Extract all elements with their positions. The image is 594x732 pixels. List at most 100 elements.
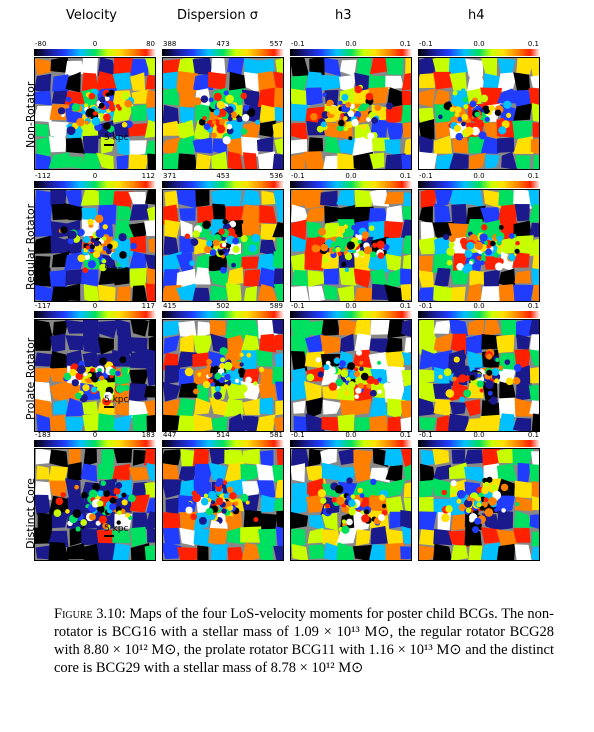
central-bin xyxy=(202,115,207,121)
voronoi-bin xyxy=(291,285,310,301)
voronoi-bin xyxy=(336,190,355,207)
colorbar-tick-label: 581 xyxy=(269,431,283,439)
voronoi-bin xyxy=(352,206,374,225)
voronoi-bin xyxy=(339,74,358,93)
voronoi-bin xyxy=(194,267,211,285)
central-bin xyxy=(323,364,330,371)
colorbar-tick-label: 0.1 xyxy=(527,431,539,439)
colorbar xyxy=(290,311,412,318)
voronoi-bin xyxy=(385,351,405,371)
voronoi-bin xyxy=(50,190,67,208)
panel-distinct-core-h3: -0.1 0.0 0.1 xyxy=(290,431,412,561)
moment-map xyxy=(290,319,412,432)
central-bin xyxy=(310,113,318,121)
voronoi-bin xyxy=(128,400,149,419)
central-bin xyxy=(357,250,365,257)
voronoi-bin xyxy=(208,462,227,481)
voronoi-bin xyxy=(304,333,324,355)
central-bin xyxy=(102,259,107,264)
central-bin xyxy=(232,237,240,245)
panel-distinct-core-h4: -0.1 0.0 0.1 xyxy=(418,431,540,561)
central-bin xyxy=(373,512,379,518)
voronoi-bin xyxy=(241,219,262,238)
voronoi-bin xyxy=(224,398,244,418)
colorbar-tick-label: 112 xyxy=(141,172,155,180)
voronoi-bin xyxy=(451,203,468,225)
central-bin xyxy=(99,375,105,381)
voronoi-bin xyxy=(338,449,356,465)
central-bin xyxy=(335,236,344,245)
central-bin xyxy=(238,367,246,376)
central-bin xyxy=(385,102,394,110)
voronoi-bin xyxy=(531,481,539,499)
central-bin xyxy=(462,96,469,103)
colorbar-tick-label: 0.1 xyxy=(399,431,411,439)
voronoi-bin xyxy=(419,479,435,498)
central-bin xyxy=(325,503,330,509)
central-bin xyxy=(80,519,88,526)
colorbar xyxy=(34,49,156,56)
central-bin xyxy=(109,368,117,376)
central-bin xyxy=(474,241,484,251)
voronoi-bin xyxy=(353,151,373,169)
central-bin xyxy=(108,104,115,111)
central-bin xyxy=(216,124,226,134)
central-bin xyxy=(84,507,89,513)
central-bin xyxy=(448,235,456,243)
voronoi-bin xyxy=(497,88,518,104)
central-bin xyxy=(65,509,70,514)
voronoi-bin xyxy=(384,284,404,301)
central-bin xyxy=(368,495,378,504)
central-bin xyxy=(123,384,130,392)
central-bin xyxy=(81,491,88,499)
voronoi-bin xyxy=(240,350,257,371)
voronoi-bin xyxy=(243,510,262,532)
figure-caption-lead: Figure 3.10: xyxy=(54,606,126,622)
colorbar-tick-label: 473 xyxy=(216,40,230,48)
voronoi-bin xyxy=(130,320,149,337)
voronoi-bin xyxy=(513,527,531,543)
voronoi-bin xyxy=(82,320,100,338)
central-bin xyxy=(99,357,107,366)
central-bin xyxy=(354,394,360,399)
voronoi-bin xyxy=(226,526,245,545)
central-bin xyxy=(335,246,341,253)
central-bin xyxy=(496,235,503,242)
central-bin xyxy=(505,377,514,386)
voronoi-bin xyxy=(164,190,179,209)
central-bin xyxy=(193,97,202,106)
central-bin xyxy=(515,240,520,246)
central-bin xyxy=(62,383,70,391)
voronoi-bin xyxy=(132,413,149,431)
central-bin xyxy=(243,104,250,111)
voronoi-bin xyxy=(384,449,404,468)
central-bin xyxy=(461,113,469,121)
colorbar xyxy=(34,440,156,447)
central-bin xyxy=(87,372,92,378)
voronoi-bin xyxy=(113,402,132,416)
voronoi-bin xyxy=(531,531,539,547)
central-bin xyxy=(317,489,327,498)
scale-bar-text: 5 kpc xyxy=(104,133,129,143)
voronoi-bin xyxy=(240,334,260,354)
central-bin xyxy=(366,383,372,389)
voronoi-bin xyxy=(291,511,309,529)
voronoi-bin xyxy=(131,89,150,104)
voronoi-bin xyxy=(112,463,131,481)
voronoi-bin xyxy=(35,235,53,254)
central-bin xyxy=(337,251,342,256)
voronoi-bin xyxy=(275,400,283,416)
central-bin xyxy=(99,263,107,272)
central-bin xyxy=(128,494,136,503)
voronoi-bin xyxy=(273,416,283,431)
voronoi-bin xyxy=(273,334,283,351)
voronoi-bin xyxy=(419,511,437,532)
colorbar xyxy=(162,440,284,447)
central-bin xyxy=(498,224,504,230)
voronoi-bin xyxy=(483,463,502,482)
central-bin xyxy=(206,234,214,243)
voronoi-bin xyxy=(468,136,486,154)
voronoi-bin xyxy=(434,89,450,106)
central-bin xyxy=(240,235,248,243)
voronoi-bin xyxy=(481,400,500,419)
